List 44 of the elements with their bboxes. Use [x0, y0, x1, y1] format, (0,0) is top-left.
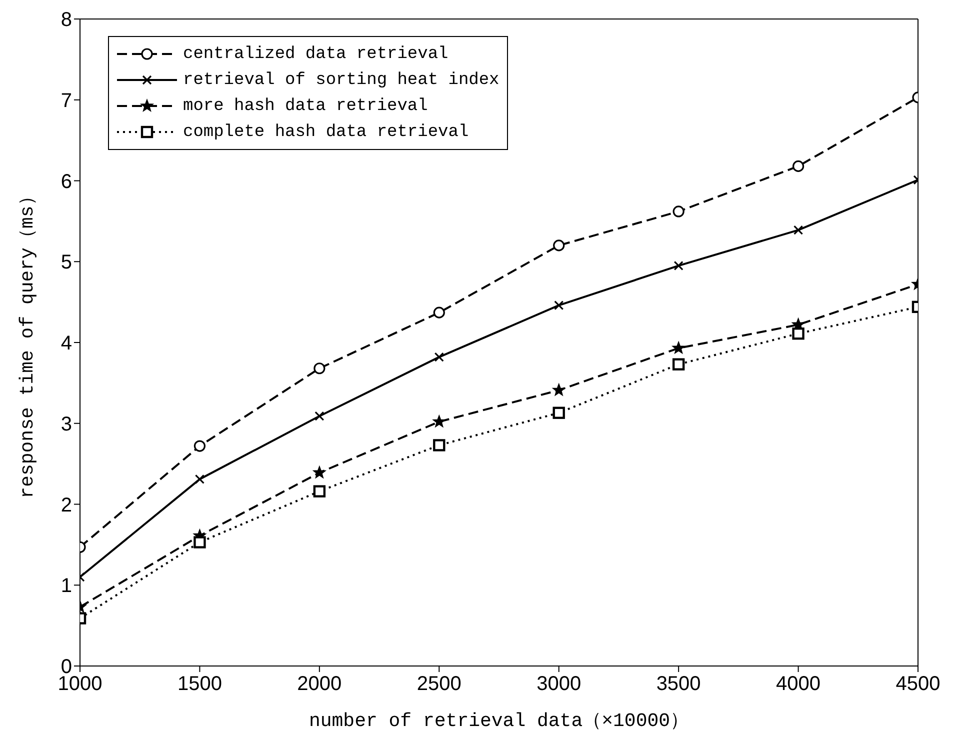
x-axis-title: number of retrieval data（×10000） [308, 710, 690, 732]
point [194, 536, 206, 548]
point [194, 474, 205, 484]
point [314, 362, 326, 374]
y-tick-label: 2 [60, 494, 72, 516]
y-tick-label: 4 [60, 332, 72, 355]
point [792, 328, 804, 340]
x-tick-label: 3000 [536, 673, 582, 696]
legend-label: retrieval of sorting heat index [183, 70, 500, 90]
legend-label: complete hash data retrieval [183, 122, 469, 142]
x-tick-label: 3500 [656, 673, 701, 696]
point [433, 306, 445, 318]
point [194, 440, 206, 452]
point [432, 415, 446, 428]
point [552, 384, 566, 396]
point [553, 240, 565, 252]
x-tick-label: 1000 [58, 673, 102, 696]
y-tick-label: 8 [60, 9, 72, 32]
point [433, 439, 446, 452]
point [672, 206, 684, 218]
x-tick-label: 1500 [177, 673, 222, 696]
y-tick-label: 1 [60, 575, 72, 598]
point [674, 260, 684, 270]
legend-label: more hash data retrieval [183, 96, 428, 116]
y-tick-label: 6 [60, 170, 72, 193]
point [552, 406, 565, 419]
point [672, 358, 685, 370]
point [792, 160, 804, 172]
y-axis-title: response time of query（ms） [16, 186, 39, 498]
x-tick-label: 2500 [416, 673, 462, 696]
y-tick-label: 5 [60, 252, 72, 274]
y-tick-label: 3 [60, 413, 72, 436]
y-tick-label: 7 [60, 90, 72, 112]
point [672, 342, 685, 354]
x-tick-label: 2000 [297, 673, 342, 696]
point [793, 225, 804, 235]
point [313, 466, 326, 478]
point [314, 411, 324, 421]
x-tick-label: 4500 [896, 673, 940, 696]
point [434, 352, 444, 362]
legend-label: centralized data retrieval [183, 44, 448, 64]
point [554, 300, 564, 310]
x-tick-label: 4000 [776, 673, 821, 696]
point [313, 485, 326, 498]
